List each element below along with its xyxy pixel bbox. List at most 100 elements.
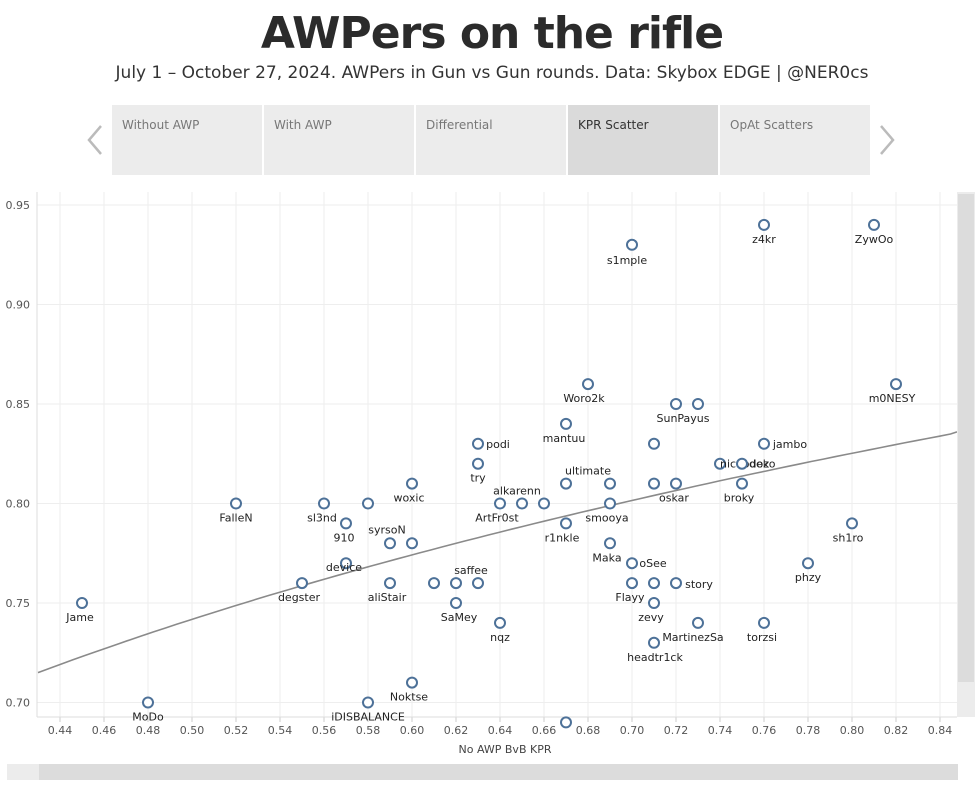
data-point[interactable]: story xyxy=(670,577,713,591)
point-marker[interactable] xyxy=(890,378,902,391)
point-marker[interactable] xyxy=(142,696,154,709)
point-marker[interactable] xyxy=(846,517,858,530)
point-marker[interactable] xyxy=(318,497,330,510)
chevron-right-icon[interactable] xyxy=(877,124,897,156)
point-marker[interactable] xyxy=(692,398,704,410)
point-marker[interactable] xyxy=(472,577,484,590)
chevron-left-icon[interactable] xyxy=(85,124,105,156)
point-marker[interactable] xyxy=(626,557,638,570)
point-marker[interactable] xyxy=(560,477,572,490)
data-point[interactable]: ArtFr0st xyxy=(475,497,519,525)
point-marker[interactable] xyxy=(648,437,660,450)
data-point[interactable]: MoDo xyxy=(132,696,164,724)
data-point[interactable] xyxy=(692,398,704,410)
point-marker[interactable] xyxy=(670,477,682,490)
point-marker[interactable] xyxy=(340,517,352,530)
data-point[interactable]: ZywOo xyxy=(855,218,894,246)
tab-with-awp[interactable]: With AWP xyxy=(264,105,414,175)
data-point[interactable]: syrsoN xyxy=(368,523,406,550)
data-point[interactable]: headtr1ck xyxy=(627,636,683,664)
data-point[interactable]: woxic xyxy=(393,477,425,505)
data-point[interactable]: m0NESY xyxy=(869,378,916,405)
point-marker[interactable] xyxy=(670,398,682,410)
data-point[interactable]: podi xyxy=(472,437,510,451)
point-marker[interactable] xyxy=(494,497,506,510)
data-point[interactable]: saffee xyxy=(454,564,488,590)
data-point[interactable]: try xyxy=(470,457,486,485)
data-point[interactable]: jambo xyxy=(758,437,807,451)
point-marker[interactable] xyxy=(472,437,484,450)
data-point[interactable]: SunPayus xyxy=(656,398,710,425)
data-point[interactable] xyxy=(362,497,374,510)
point-marker[interactable] xyxy=(340,557,352,570)
data-point[interactable]: mantuu xyxy=(543,417,586,445)
data-point[interactable] xyxy=(450,577,462,590)
point-marker[interactable] xyxy=(406,477,418,490)
vertical-scrollbar-thumb[interactable] xyxy=(958,194,974,682)
point-marker[interactable] xyxy=(868,218,880,231)
data-point[interactable]: smooya xyxy=(585,497,629,525)
data-point[interactable]: MartinezSa xyxy=(662,616,724,644)
point-marker[interactable] xyxy=(648,636,660,649)
point-marker[interactable] xyxy=(560,716,572,729)
point-marker[interactable] xyxy=(472,457,484,470)
data-point[interactable]: Woro2k xyxy=(563,378,605,405)
data-point[interactable]: torzsi xyxy=(747,616,777,644)
horizontal-scrollbar-thumb[interactable] xyxy=(39,764,958,780)
data-point[interactable] xyxy=(648,477,660,490)
data-point[interactable] xyxy=(428,577,440,590)
point-marker[interactable] xyxy=(758,616,770,629)
tab-kpr-scatter[interactable]: KPR Scatter xyxy=(568,105,718,175)
point-marker[interactable] xyxy=(604,477,616,490)
data-point[interactable]: oskar xyxy=(659,477,689,505)
data-point[interactable]: Jame xyxy=(65,597,94,624)
data-point[interactable]: broky xyxy=(724,477,755,505)
data-point[interactable] xyxy=(648,577,660,590)
data-point[interactable]: oSee xyxy=(626,557,667,570)
data-point[interactable]: device xyxy=(326,557,362,574)
point-marker[interactable] xyxy=(516,497,528,510)
data-point[interactable]: 910 xyxy=(334,517,355,544)
data-point[interactable] xyxy=(538,497,550,510)
point-marker[interactable] xyxy=(362,696,374,709)
data-point[interactable]: alkarenn xyxy=(493,485,541,510)
point-marker[interactable] xyxy=(450,597,462,609)
point-marker[interactable] xyxy=(648,477,660,490)
tab-differential[interactable]: Differential xyxy=(416,105,566,175)
point-marker[interactable] xyxy=(626,238,638,251)
tab-without-awp[interactable]: Without AWP xyxy=(112,105,262,175)
point-marker[interactable] xyxy=(758,218,770,231)
point-marker[interactable] xyxy=(384,577,396,590)
point-marker[interactable] xyxy=(560,517,572,530)
point-marker[interactable] xyxy=(450,577,462,590)
point-marker[interactable] xyxy=(670,577,682,590)
point-marker[interactable] xyxy=(362,497,374,510)
data-point[interactable]: SaMey xyxy=(441,597,478,624)
point-marker[interactable] xyxy=(758,437,770,450)
point-marker[interactable] xyxy=(560,417,572,430)
data-point[interactable] xyxy=(406,537,418,550)
data-point[interactable]: s1mple xyxy=(607,238,647,267)
point-marker[interactable] xyxy=(494,616,506,629)
data-point[interactable]: sh1ro xyxy=(833,517,864,544)
point-marker[interactable] xyxy=(648,577,660,590)
data-point[interactable]: FalleN xyxy=(219,497,253,525)
data-point[interactable]: Noktse xyxy=(390,676,428,704)
point-marker[interactable] xyxy=(648,597,660,609)
point-marker[interactable] xyxy=(406,676,418,689)
data-point[interactable]: aliStair xyxy=(368,577,407,604)
point-marker[interactable] xyxy=(626,577,638,590)
point-marker[interactable] xyxy=(384,537,396,550)
point-marker[interactable] xyxy=(428,577,440,590)
data-point[interactable]: r1nkle xyxy=(545,517,580,544)
data-point[interactable] xyxy=(648,437,660,450)
data-point[interactable] xyxy=(560,477,572,490)
data-point[interactable]: nqz xyxy=(490,616,510,644)
data-point[interactable]: iDISBALANCE xyxy=(331,696,405,724)
tab-opat-scatters[interactable]: OpAt Scatters xyxy=(720,105,870,175)
data-point[interactable]: Flayy xyxy=(615,577,645,604)
point-marker[interactable] xyxy=(802,557,814,570)
data-point[interactable]: deko xyxy=(736,457,776,471)
data-point[interactable]: ultimate xyxy=(565,465,616,490)
point-marker[interactable] xyxy=(538,497,550,510)
